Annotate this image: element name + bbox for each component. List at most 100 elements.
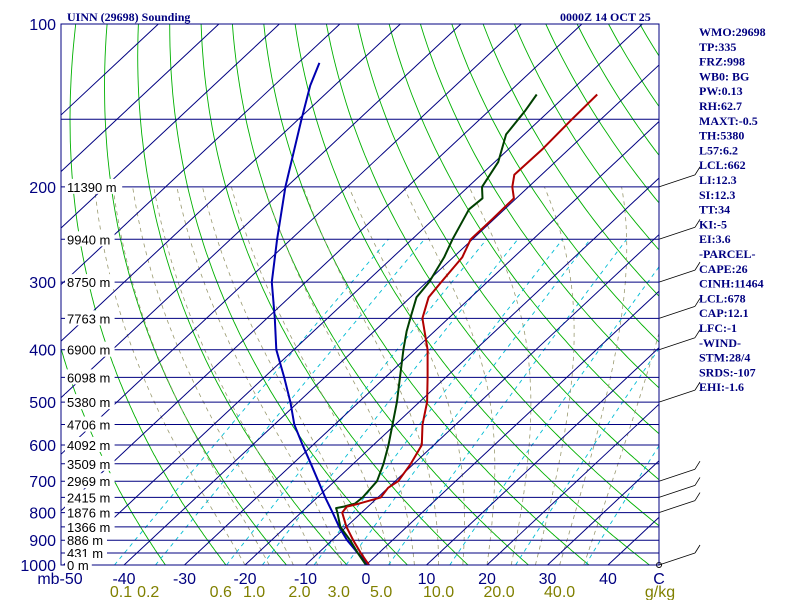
pressure-tick-label: 900 [29,533,56,550]
wind-barb [658,269,696,283]
temperature-tick-label: -10 [294,571,317,588]
mixing-ratio-line [449,266,659,565]
pressure-tick-label: 800 [29,506,56,523]
sounding-index: LFC:-1 [699,321,737,335]
moist-adiabat [231,186,391,565]
height-label-bg [65,518,115,534]
height-label: 1876 m [67,506,110,521]
mixing-ratio-tick-label: 40.0 [544,584,575,600]
pressure-tick-label: 700 [29,474,56,491]
moist-adiabat [94,186,246,565]
sounding-index: SRDS:-107 [699,365,756,379]
height-label-bg [65,504,115,520]
sounding-index: WMO:29698 [699,25,766,39]
isotherm [61,24,341,286]
mixing-ratio-tick-label: 0.6 [210,584,232,600]
temperature-tick-label: 30 [539,571,557,588]
wind-barb [658,468,696,482]
dry-adiabat [797,24,800,565]
sounding-index: TP:335 [699,40,736,54]
height-label-bg [65,310,115,326]
wind-barb-flag [694,381,701,391]
wind-barb-flag [694,219,701,228]
height-label: 886 m [67,533,103,548]
height-label: 5380 m [67,395,110,410]
height-label: 6900 m [67,343,110,358]
mixing-ratio-tick-label: 3.0 [328,584,350,600]
isotherm [486,403,659,565]
height-label-bg [65,394,115,410]
height-label-bg [65,231,115,247]
height-label-bg [65,544,107,560]
wind-barb-flag [694,298,701,307]
mixing-ratio-line [262,239,519,565]
isotherm [61,24,280,229]
sounding-index: -PARCEL- [699,247,755,261]
dry-adiabat [576,24,659,156]
height-label: 2415 m [67,490,110,505]
height-label-bg [65,455,115,471]
dry-adiabat [169,24,408,565]
height-label: 3509 m [67,457,110,472]
celsius-unit-label: C [653,571,665,588]
temperature-tick-label: -20 [233,571,256,588]
sounding-index: LCL:662 [699,158,746,172]
wind-barb [658,485,696,498]
sounding-index: -WIND- [699,336,741,350]
height-label: 1366 m [67,520,110,535]
height-label: 0 m [67,558,89,573]
sounding-index: WB0: BG [699,69,749,83]
moist-adiabat [132,186,294,565]
height-labels: 11390 m 9940 m 8750 m 7763 m 6900 m 6098 m 538… [65,178,123,573]
temperature-tick-label: 0 [362,571,371,588]
dry-adiabat [294,24,650,565]
height-label: 4706 m [67,418,110,433]
isotherm [61,24,220,173]
height-label-bg [65,416,115,432]
dry-adiabat [137,24,348,565]
moist-adiabat [153,186,318,565]
dry-adiabat [482,24,659,297]
mixing-ratio-tick-label: 1.0 [243,584,265,600]
pressure-tick-label: 1000 [20,558,56,575]
isobars-isotherms [61,24,659,565]
wind-barb [658,174,696,188]
dewpoint-trace [335,93,538,565]
mixing-ratio-line [313,239,563,565]
dry-adiabat [451,24,659,343]
sounding-index: SI:12.3 [699,188,735,202]
isotherm [547,460,659,565]
sounding-index: RH:62.7 [699,99,742,113]
height-label-bg [65,473,115,489]
wind-barb-flag [694,166,701,176]
background-lines [61,24,800,565]
moist-adiabat [302,186,439,565]
isotherm [63,24,643,565]
corner-unit-label: mb-50 [37,571,82,588]
sounding-index: MAXT:-0.5 [699,114,758,128]
sounding-index: EHI:-1.6 [699,380,744,394]
wind-barb-flag [694,460,701,470]
isotherm [61,24,462,399]
wind-barbs [656,166,701,568]
sounding-time: 0000Z 14 OCT 25 [560,10,651,24]
chart-frame [60,23,660,566]
sounding-index: CAP:12.1 [699,306,749,320]
sounding-index: LI:12.3 [699,173,737,187]
dry-adiabat [765,24,800,565]
station-title: UINN (29698) Sounding [67,10,190,24]
height-label-bg [65,341,115,357]
isotherm [244,177,659,565]
height-label-bg [65,436,115,452]
isotherm [61,24,522,455]
mixing-ratio-line [585,444,659,565]
sounding-index: CAPE:26 [699,262,748,276]
dry-adiabat [325,24,659,527]
height-label-bg [65,489,115,505]
mixing-ratio-line [155,239,425,565]
pressure-tick-label: 500 [29,395,56,412]
wind-barb-flag [694,329,701,338]
pressure-tick-label: 400 [29,343,56,360]
